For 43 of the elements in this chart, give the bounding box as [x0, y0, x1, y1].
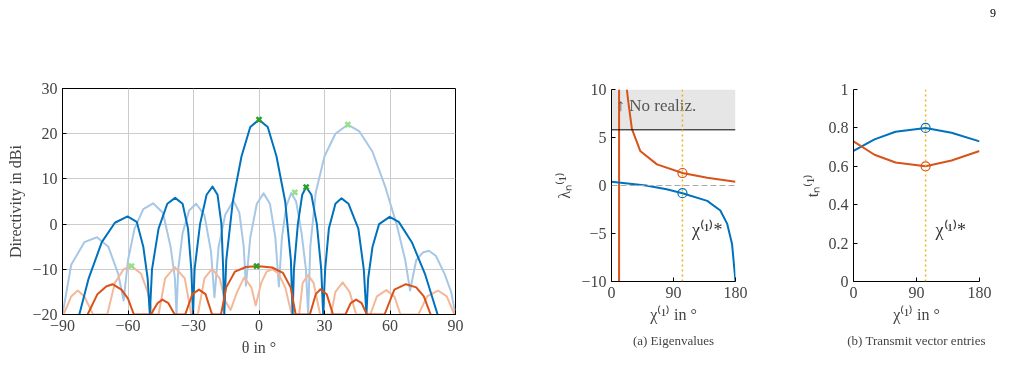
y-tick-label: −10 [581, 273, 607, 290]
line-series [853, 140, 980, 168]
band-label: ↑ No realiz. [616, 96, 697, 116]
text: (b) Transmit vector entries [847, 332, 986, 348]
ref-line-label: χ⁽¹⁾* [934, 218, 966, 240]
y-axis-title: Directivity in dBi [7, 144, 26, 258]
y-tick-label: 20 [41, 125, 58, 143]
y-axis-title: λₙ⁽¹⁾ [555, 172, 574, 199]
point [252, 262, 261, 270]
point [255, 115, 263, 124]
point [127, 262, 136, 270]
x-tick-label: 0 [255, 316, 263, 334]
x-tick-label: −30 [180, 316, 207, 334]
x-axis-title: θ in ° [241, 338, 277, 356]
y-tick-label: 10 [590, 81, 607, 98]
x-axis-title: χ⁽¹⁾ in ° [649, 304, 697, 324]
text: (a) Eigenvalues [632, 332, 715, 348]
y-axis-title: tₙ⁽¹⁾ [802, 173, 821, 198]
x-tick-label: 90 [665, 283, 682, 301]
y-tick-label: 0.2 [828, 234, 849, 252]
y-tick-label: −5 [589, 225, 607, 242]
ref-line-label: χ⁽¹⁾* [691, 218, 723, 240]
x-tick-label: 180 [723, 283, 748, 301]
y-tick-label: 0.6 [828, 157, 849, 175]
line-series [853, 126, 980, 152]
y-tick-label: 0.8 [828, 119, 849, 137]
x-tick-label: 60 [382, 316, 398, 334]
y-tick-label: 10 [41, 170, 58, 188]
text: 9 [990, 5, 996, 22]
x-tick-label: 90 [908, 283, 925, 301]
x-axis-title: χ⁽¹⁾ in ° [892, 304, 940, 324]
x-tick-label: 180 [967, 283, 992, 301]
point [291, 188, 299, 197]
y-tick-label: −10 [32, 260, 58, 278]
x-tick-label: 30 [316, 316, 333, 334]
y-tick-label: 0.4 [828, 196, 849, 214]
y-tick-label: 5 [598, 129, 607, 146]
y-tick-label: 30 [41, 80, 58, 97]
y-tick-label: 1 [840, 81, 849, 98]
x-tick-label: −60 [115, 316, 141, 334]
x-tick-label: 90 [447, 316, 464, 334]
y-tick-label: 0 [598, 177, 607, 194]
y-tick-label: 0 [49, 215, 58, 233]
